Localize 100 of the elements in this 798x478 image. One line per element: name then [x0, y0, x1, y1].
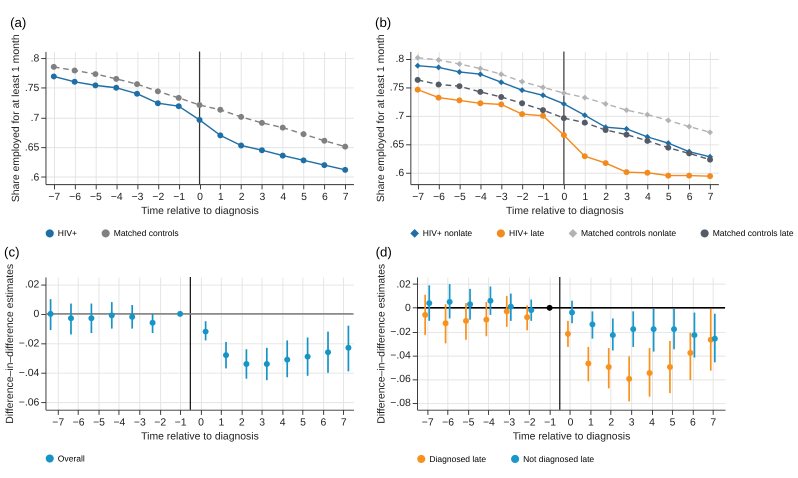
x-tick-label: 1: [588, 417, 594, 428]
x-tick-label: 1: [582, 192, 588, 203]
point: [624, 132, 630, 138]
x-tick-label: −7: [412, 192, 424, 203]
point: [129, 314, 136, 320]
y-tick-label: −.02: [18, 338, 40, 350]
point: [243, 361, 250, 367]
y-tick-label: −.06: [18, 398, 40, 409]
x-tick-label: −2: [154, 417, 166, 428]
point: [196, 116, 202, 123]
point: [92, 82, 98, 88]
point: [321, 162, 328, 168]
point: [498, 101, 504, 108]
point: [540, 92, 546, 98]
x-tick-label: −6: [433, 192, 446, 203]
y-tick-label: .8: [30, 53, 40, 64]
x-tick-label: −5: [462, 417, 475, 428]
point: [644, 138, 650, 144]
point: [258, 120, 265, 126]
point: [436, 64, 442, 70]
point: [524, 314, 530, 320]
point: [154, 100, 161, 106]
y-tick-label: .75: [390, 82, 404, 94]
y-tick-label: .7: [396, 111, 404, 122]
y-tick-label: 0: [34, 309, 40, 320]
y-tick-label: −.04: [18, 368, 40, 380]
legend-label: HIV+: [58, 228, 78, 238]
point: [666, 364, 673, 370]
point: [707, 156, 714, 163]
x-tick-label: 7: [708, 192, 714, 203]
point: [280, 124, 286, 131]
x-tick-label: 5: [301, 192, 308, 203]
x-tick-label: −6: [72, 417, 85, 428]
point: [498, 94, 504, 100]
point: [644, 112, 650, 118]
point: [113, 76, 120, 82]
x-tick-label: −4: [110, 192, 123, 203]
x-tick-label: 7: [340, 417, 347, 428]
point: [560, 90, 567, 96]
y-tick-label: 0: [405, 303, 412, 314]
point: [644, 170, 650, 176]
point: [108, 312, 115, 318]
point: [686, 124, 692, 130]
point: [72, 78, 78, 85]
x-tick-label: 6: [690, 417, 696, 428]
x-tick-label: −5: [454, 192, 466, 203]
x-tick-label: −3: [134, 417, 146, 428]
point: [540, 107, 546, 114]
x-tick-label: 3: [628, 417, 635, 428]
chart-title: (a): [10, 15, 26, 30]
x-axis-title: Time relative to diagnosis: [506, 206, 624, 217]
point: [602, 160, 609, 166]
x-tick-label: 7: [342, 192, 349, 203]
point: [176, 103, 182, 110]
point: [92, 71, 98, 78]
point: [686, 172, 692, 179]
point: [414, 54, 421, 61]
legend-label: Matched controls: [114, 228, 179, 238]
point: [300, 157, 307, 164]
x-tick-label: −2: [524, 417, 536, 428]
x-tick-label: 3: [259, 417, 266, 428]
x-tick-label: −1: [544, 417, 556, 428]
point: [345, 344, 352, 351]
point: [519, 111, 526, 118]
point: [624, 169, 630, 176]
point: [626, 376, 632, 382]
point: [113, 84, 120, 91]
point: [414, 76, 421, 83]
point: [564, 330, 571, 337]
point: [238, 142, 244, 148]
point: [687, 350, 694, 356]
x-tick-label: −1: [538, 192, 550, 203]
x-tick-label: 3: [260, 192, 266, 203]
x-tick-label: 1: [218, 417, 224, 428]
point: [72, 68, 78, 74]
point: [560, 100, 567, 107]
point: [50, 64, 57, 70]
x-tick-label: 0: [568, 417, 574, 428]
point: [477, 66, 484, 72]
point: [498, 71, 504, 78]
x-tick-label: 5: [666, 192, 672, 203]
chart-title: (c): [4, 244, 20, 260]
y-tick-label: .65: [24, 142, 40, 154]
point: [606, 364, 612, 370]
x-tick-label: 2: [238, 417, 245, 428]
x-tick-label: 4: [644, 192, 651, 203]
x-tick-label: 2: [603, 192, 610, 203]
point: [477, 100, 484, 106]
chart-title: (d): [376, 244, 392, 260]
x-tick-label: 7: [710, 417, 716, 428]
x-tick-label: 6: [686, 192, 693, 203]
point: [665, 117, 672, 124]
x-tick-label: 1: [218, 192, 224, 203]
y-tick-label: −.08: [390, 398, 412, 409]
x-tick-label: −2: [152, 192, 164, 203]
x-tick-label: 0: [197, 192, 204, 203]
point: [456, 60, 462, 67]
point: [624, 126, 630, 132]
point: [650, 326, 657, 332]
point: [264, 361, 270, 367]
